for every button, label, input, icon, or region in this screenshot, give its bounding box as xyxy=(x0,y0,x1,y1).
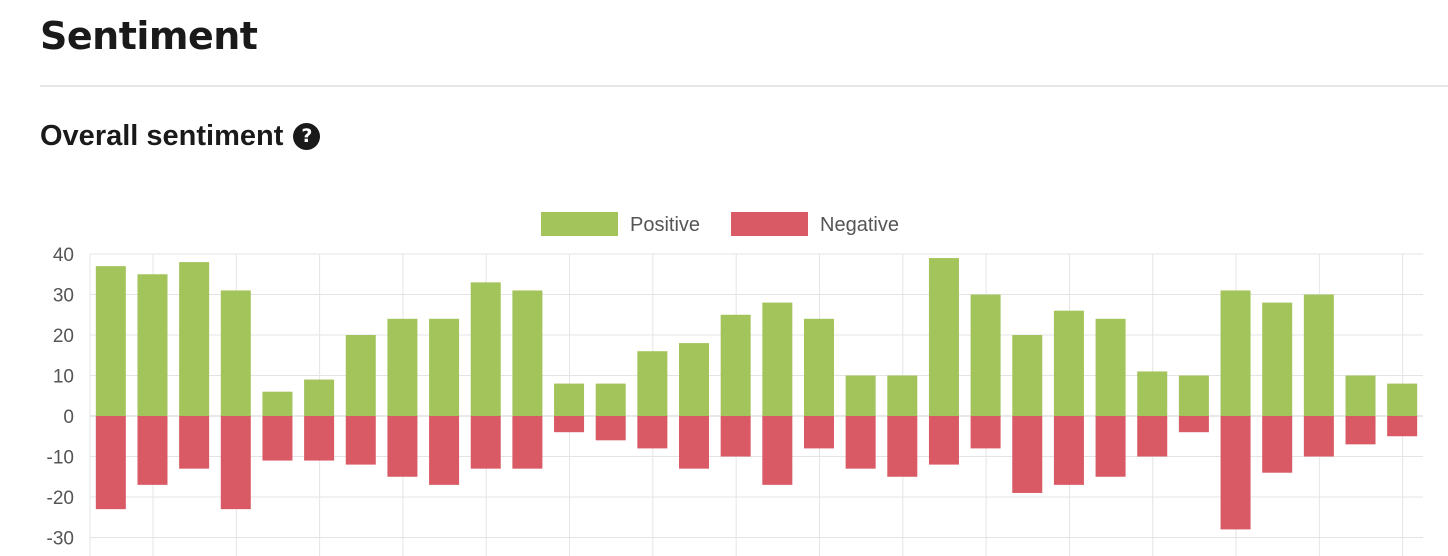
negative-bar xyxy=(1012,416,1043,493)
positive-bar xyxy=(1303,294,1334,416)
negative-bar xyxy=(137,416,168,485)
positive-bar xyxy=(220,290,251,416)
positive-bar xyxy=(137,274,168,416)
legend-label-positive: Positive xyxy=(630,214,700,236)
negative-bar xyxy=(887,416,918,477)
axis-layer: 40 30 20 10 0 -10 -20 -30 xyxy=(47,245,74,550)
positive-bar xyxy=(179,262,210,416)
positive-bar xyxy=(1262,302,1293,416)
negative-bar xyxy=(1262,416,1293,473)
section-title: Overall sentiment xyxy=(40,120,284,152)
legend-swatch-positive xyxy=(541,212,618,236)
positive-bar xyxy=(1095,318,1126,416)
positive-bar xyxy=(887,375,918,416)
positive-bar xyxy=(387,318,418,416)
positive-bar xyxy=(1387,383,1418,416)
positive-bar xyxy=(470,282,501,416)
page-title: Sentiment xyxy=(40,14,258,58)
y-tick-label: 20 xyxy=(53,326,74,347)
positive-bar xyxy=(1137,371,1168,416)
title-divider xyxy=(40,85,1448,87)
positive-bar xyxy=(803,318,834,416)
question-circle-icon[interactable]: ? xyxy=(293,123,321,150)
negative-bar xyxy=(679,416,710,469)
y-tick-label: 10 xyxy=(53,367,74,388)
positive-bar xyxy=(720,314,751,416)
y-tick-label: -30 xyxy=(47,529,74,550)
negative-bar xyxy=(304,416,335,461)
negative-bar xyxy=(720,416,751,457)
positive-bar xyxy=(95,266,126,416)
y-tick-label: 30 xyxy=(53,286,74,307)
negative-bar xyxy=(512,416,543,469)
negative-bar xyxy=(179,416,210,469)
sentiment-chart: 40 30 20 10 0 -10 -20 -30 Positive Negative xyxy=(0,190,1448,556)
negative-bar xyxy=(637,416,668,449)
negative-bar xyxy=(1178,416,1209,433)
negative-bar xyxy=(1387,416,1418,437)
negative-bar xyxy=(429,416,460,485)
y-tick-label: 40 xyxy=(53,245,74,266)
positive-bar xyxy=(1012,335,1043,416)
positive-bar xyxy=(1178,375,1209,416)
negative-bar xyxy=(1095,416,1126,477)
positive-bar xyxy=(512,290,543,416)
negative-bar xyxy=(470,416,501,469)
negative-bar xyxy=(1303,416,1334,457)
negative-bar xyxy=(387,416,418,477)
positive-bar xyxy=(970,294,1001,416)
negative-bar xyxy=(95,416,126,510)
positive-bar xyxy=(1220,290,1251,416)
positive-bar xyxy=(262,391,293,416)
positive-bar xyxy=(345,335,376,416)
legend-swatch-negative xyxy=(731,212,808,236)
positive-bar xyxy=(304,379,335,416)
sentiment-chart-svg: 40 30 20 10 0 -10 -20 -30 Positive Negative xyxy=(47,212,1423,556)
legend-layer: Positive Negative xyxy=(541,212,899,236)
negative-bar xyxy=(1137,416,1168,457)
positive-bar xyxy=(637,351,668,416)
negative-bar xyxy=(262,416,293,461)
positive-bar xyxy=(928,258,959,416)
negative-bar xyxy=(1053,416,1084,485)
negative-bar xyxy=(928,416,959,465)
negative-bar xyxy=(970,416,1001,449)
negative-bar xyxy=(1345,416,1376,445)
positive-bar xyxy=(845,375,876,416)
positive-bar xyxy=(1053,310,1084,416)
overall-sentiment-header: Overall sentiment ? xyxy=(40,120,321,153)
negative-bar xyxy=(595,416,626,441)
y-tick-label: -20 xyxy=(47,488,74,509)
positive-bar xyxy=(429,318,460,416)
positive-bar xyxy=(679,343,710,416)
negative-bar xyxy=(345,416,376,465)
y-tick-label: -10 xyxy=(47,448,74,469)
negative-bar xyxy=(554,416,585,433)
negative-bar xyxy=(762,416,793,485)
negative-bar xyxy=(803,416,834,449)
bar-layer xyxy=(95,258,1418,530)
positive-bar xyxy=(762,302,793,416)
negative-bar xyxy=(220,416,251,510)
positive-bar xyxy=(595,383,626,416)
positive-bar xyxy=(1345,375,1376,416)
negative-bar xyxy=(845,416,876,469)
y-tick-label: 0 xyxy=(63,407,74,428)
positive-bar xyxy=(554,383,585,416)
negative-bar xyxy=(1220,416,1251,530)
legend-label-negative: Negative xyxy=(820,214,899,236)
